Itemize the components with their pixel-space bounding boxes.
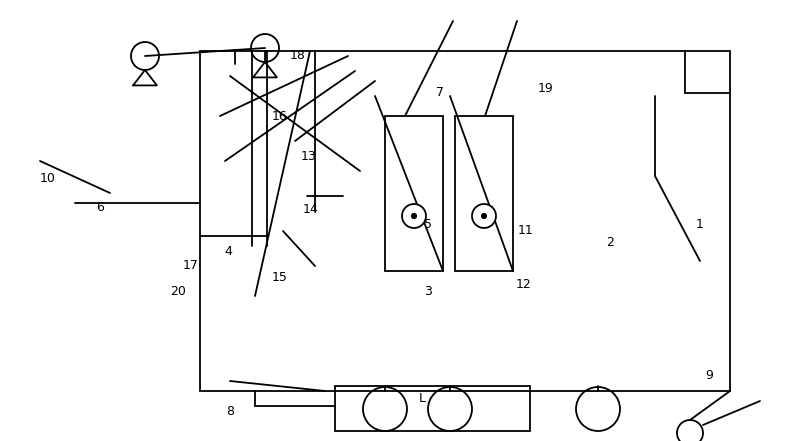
Bar (385, 116, 443, 271)
Text: 16: 16 (272, 110, 288, 123)
Text: 14: 14 (302, 203, 318, 216)
Text: 7: 7 (436, 86, 444, 99)
Text: 5: 5 (424, 218, 432, 232)
Text: 1: 1 (696, 218, 704, 232)
Text: 8: 8 (226, 404, 234, 418)
Circle shape (412, 214, 416, 218)
Text: 19: 19 (538, 82, 554, 95)
Text: 10: 10 (40, 172, 56, 185)
Text: 18: 18 (290, 49, 306, 62)
Text: 3: 3 (424, 284, 432, 298)
Circle shape (402, 204, 426, 228)
Text: L: L (419, 392, 426, 405)
Text: 12: 12 (516, 278, 532, 291)
Text: 6: 6 (96, 201, 104, 214)
Circle shape (482, 214, 486, 218)
Text: 9: 9 (706, 369, 714, 382)
Text: 4: 4 (224, 245, 232, 258)
Circle shape (472, 204, 496, 228)
Bar (455, 116, 513, 271)
Text: 20: 20 (170, 285, 186, 299)
Bar (200, 51, 730, 391)
Text: 2: 2 (606, 236, 614, 249)
Text: 15: 15 (272, 271, 288, 284)
Text: 13: 13 (301, 150, 317, 163)
Bar (335, 386, 530, 431)
Text: 17: 17 (182, 259, 198, 272)
Text: 11: 11 (518, 224, 534, 237)
